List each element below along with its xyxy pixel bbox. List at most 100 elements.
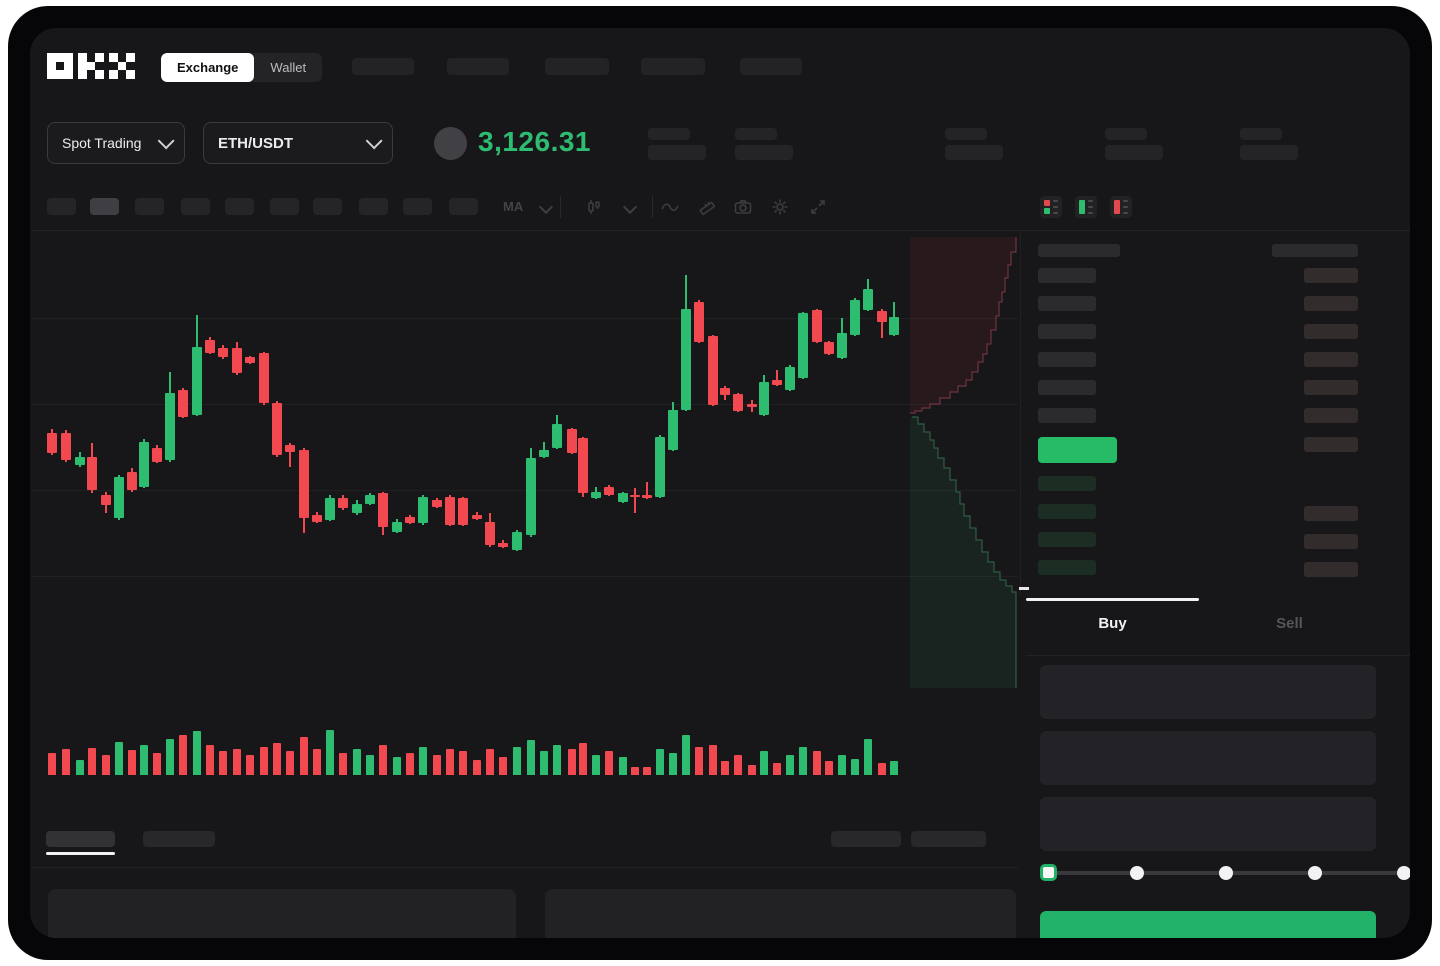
logo-o-glyph <box>47 53 73 79</box>
line-chart-icon[interactable] <box>660 197 680 217</box>
camera-icon[interactable] <box>733 197 753 217</box>
orderbook-size-row[interactable] <box>1304 296 1358 311</box>
buy-tab-indicator <box>1026 598 1199 601</box>
candle <box>850 300 860 335</box>
order-input-skeleton[interactable] <box>1040 731 1376 785</box>
nav-item-skeleton[interactable] <box>641 58 705 75</box>
exchange-tab[interactable]: Exchange <box>161 53 255 82</box>
volume-bar <box>579 743 587 775</box>
orderbook-size-row[interactable] <box>1304 562 1358 577</box>
candle <box>733 394 743 411</box>
stat-label-skeleton <box>735 128 777 140</box>
timeframe-chip-skeleton[interactable] <box>403 198 432 215</box>
bottom-tab-skeleton[interactable] <box>46 831 115 847</box>
gear-icon[interactable] <box>770 197 790 217</box>
slider-stop-dot[interactable] <box>1219 866 1233 880</box>
timeframe-chip-skeleton[interactable] <box>135 198 164 215</box>
order-input-skeleton[interactable] <box>1040 665 1376 719</box>
volume-bar <box>353 749 361 775</box>
timeframe-chip-skeleton[interactable] <box>225 198 254 215</box>
bottom-tab-skeleton[interactable] <box>143 831 215 847</box>
timeframe-chip-skeleton[interactable] <box>359 198 388 215</box>
orderbook-ask-row[interactable] <box>1038 408 1096 423</box>
depth-asks-line <box>910 237 1017 414</box>
orderbook-ask-row[interactable] <box>1038 296 1096 311</box>
pair-select[interactable]: ETH/USDT <box>203 122 393 164</box>
timeframe-chip-skeleton[interactable] <box>47 198 76 215</box>
nav-item-skeleton[interactable] <box>447 58 509 75</box>
timeframe-chip-skeleton[interactable] <box>270 198 299 215</box>
bottom-action-skeleton[interactable] <box>911 831 986 847</box>
volume-bar <box>88 748 96 775</box>
orderbook-size-row[interactable] <box>1304 324 1358 339</box>
orderbook-size-row[interactable] <box>1304 534 1358 549</box>
orderbook-ask-row[interactable] <box>1038 352 1096 367</box>
timeframe-chip-skeleton[interactable] <box>181 198 210 215</box>
nav-item-skeleton[interactable] <box>545 58 609 75</box>
combined-book-icon[interactable] <box>1040 196 1062 218</box>
candle <box>378 493 388 527</box>
amount-slider-handle[interactable] <box>1040 864 1057 881</box>
candle <box>232 348 242 373</box>
candles-style-icon[interactable] <box>584 197 604 217</box>
timeframe-chip-skeleton[interactable] <box>90 198 119 215</box>
orderbook-size-row[interactable] <box>1304 408 1358 423</box>
logo-k-glyph <box>78 53 104 79</box>
volume-bar <box>748 765 756 775</box>
drawing-tools-icon[interactable] <box>697 197 717 217</box>
volume-bar <box>786 755 794 775</box>
orderbook-size-row[interactable] <box>1304 506 1358 521</box>
chevron-down-icon[interactable] <box>538 199 554 215</box>
nav-item-skeleton[interactable] <box>740 58 802 75</box>
orderbook-size-row[interactable] <box>1304 380 1358 395</box>
candle <box>798 313 808 378</box>
volume-bar <box>878 763 886 775</box>
volume-bar <box>62 749 70 775</box>
orderbook-bid-row[interactable] <box>1038 476 1096 491</box>
fullscreen-icon[interactable] <box>808 197 828 217</box>
bottom-action-skeleton[interactable] <box>831 831 901 847</box>
volume-bar <box>166 739 174 775</box>
tab-buy[interactable]: Buy <box>1098 615 1127 632</box>
orderbook-size-row[interactable] <box>1304 268 1358 283</box>
chevron-down-icon <box>157 132 175 150</box>
orderbook-ask-row[interactable] <box>1038 324 1096 339</box>
market-type-select[interactable]: Spot Trading <box>47 122 185 164</box>
volume-bar <box>553 745 561 775</box>
submit-buy-button[interactable] <box>1040 911 1376 938</box>
order-input-skeleton[interactable] <box>1040 797 1376 851</box>
nav-item-skeleton[interactable] <box>352 58 414 75</box>
orderbook-bid-row[interactable] <box>1038 560 1096 575</box>
candle-wick <box>634 488 636 513</box>
volume-bar <box>115 742 123 775</box>
volume-bar <box>379 745 387 775</box>
tab-sell[interactable]: Sell <box>1276 615 1303 632</box>
orderbook-size-row[interactable] <box>1304 437 1358 452</box>
timeframe-chip-skeleton[interactable] <box>313 198 342 215</box>
volume-bar <box>273 743 281 775</box>
slider-stop-dot[interactable] <box>1308 866 1322 880</box>
bids-book-icon[interactable] <box>1075 196 1097 218</box>
volume-bar <box>799 747 807 775</box>
orderbook-ask-row[interactable] <box>1038 380 1096 395</box>
candle <box>498 543 508 547</box>
candle <box>694 302 704 342</box>
slider-stop-dot[interactable] <box>1130 866 1144 880</box>
candle <box>285 445 295 452</box>
timeframe-chip-skeleton[interactable] <box>449 198 478 215</box>
ma-indicator-label[interactable]: MA <box>503 199 524 214</box>
asks-book-icon[interactable] <box>1110 196 1132 218</box>
orderbook-last-price-highlight[interactable] <box>1038 437 1117 463</box>
candle <box>245 357 255 363</box>
chevron-down-icon[interactable] <box>622 199 638 215</box>
wallet-tab[interactable]: Wallet <box>270 60 307 75</box>
slider-stop-dot[interactable] <box>1397 866 1410 880</box>
volume-bar <box>102 755 110 775</box>
candle <box>567 429 577 453</box>
orderbook-ask-row[interactable] <box>1038 268 1096 283</box>
orderbook-bid-row[interactable] <box>1038 504 1096 519</box>
orderbook-size-row[interactable] <box>1304 352 1358 367</box>
market-type-label: Spot Trading <box>62 135 142 151</box>
orderbook-bid-row[interactable] <box>1038 532 1096 547</box>
volume-bar <box>446 749 454 775</box>
